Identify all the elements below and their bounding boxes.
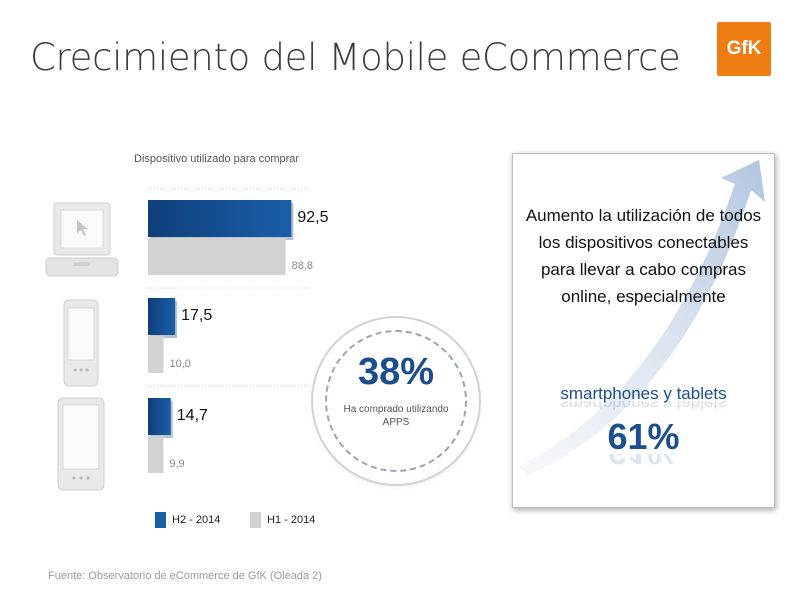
tablet-icon	[57, 397, 105, 491]
bar-laptop-h1	[148, 238, 286, 275]
legend-label-h2: H2 - 2014	[172, 514, 221, 526]
bar-smartphone-h2	[148, 298, 176, 335]
chart-title: Dispositivo utilizado para comprar	[134, 153, 300, 165]
bar-laptop-h2	[148, 200, 292, 237]
info-value: 61%	[607, 416, 680, 457]
apps-label: Ha comprado utilizando APPS	[343, 404, 449, 428]
apps-value: 38%	[357, 351, 435, 393]
gfk-logo: GfK	[717, 22, 771, 76]
bar-label-laptop-h2: 92,5	[297, 209, 328, 226]
bar-label-smartphone-h1: 10,0	[170, 358, 191, 370]
info-value-reflection: 61%	[513, 454, 774, 472]
legend-swatch-h1	[250, 512, 261, 528]
smartphone-icon	[63, 299, 99, 387]
info-box: Aumento la utilización de todos los disp…	[512, 153, 775, 508]
info-highlight-reflection: smartphones y tablets	[560, 401, 727, 413]
page-title: Crecimiento del Mobile eCommerce	[30, 36, 681, 79]
bar-label-smartphone-h2: 17,5	[181, 307, 212, 324]
laptop-icon	[45, 202, 119, 277]
apps-callout: 38% Ha comprado utilizando APPS	[316, 321, 476, 481]
growth-arrow-icon	[519, 160, 765, 476]
bar-label-laptop-h1: 88,8	[292, 260, 313, 272]
info-text: Aumento la utilización de todos los disp…	[525, 206, 762, 306]
legend-item-h1: H1 - 2014	[250, 512, 315, 528]
source-note: Fuente: Observatorio de eCommerce de GfK…	[48, 570, 322, 582]
legend-swatch-h2	[155, 512, 166, 528]
bar-label-tablet-h2: 14,7	[177, 407, 208, 424]
bar-tablet-h1	[148, 436, 164, 473]
bar-smartphone-h1	[148, 336, 164, 373]
bar-tablet-h2	[148, 398, 171, 435]
legend-label-h1: H1 - 2014	[267, 514, 316, 526]
legend-item-h2: H2 - 2014	[155, 512, 220, 528]
info-highlight: smartphones y tablets	[560, 384, 727, 403]
bar-label-tablet-h1: 9,9	[169, 458, 184, 470]
